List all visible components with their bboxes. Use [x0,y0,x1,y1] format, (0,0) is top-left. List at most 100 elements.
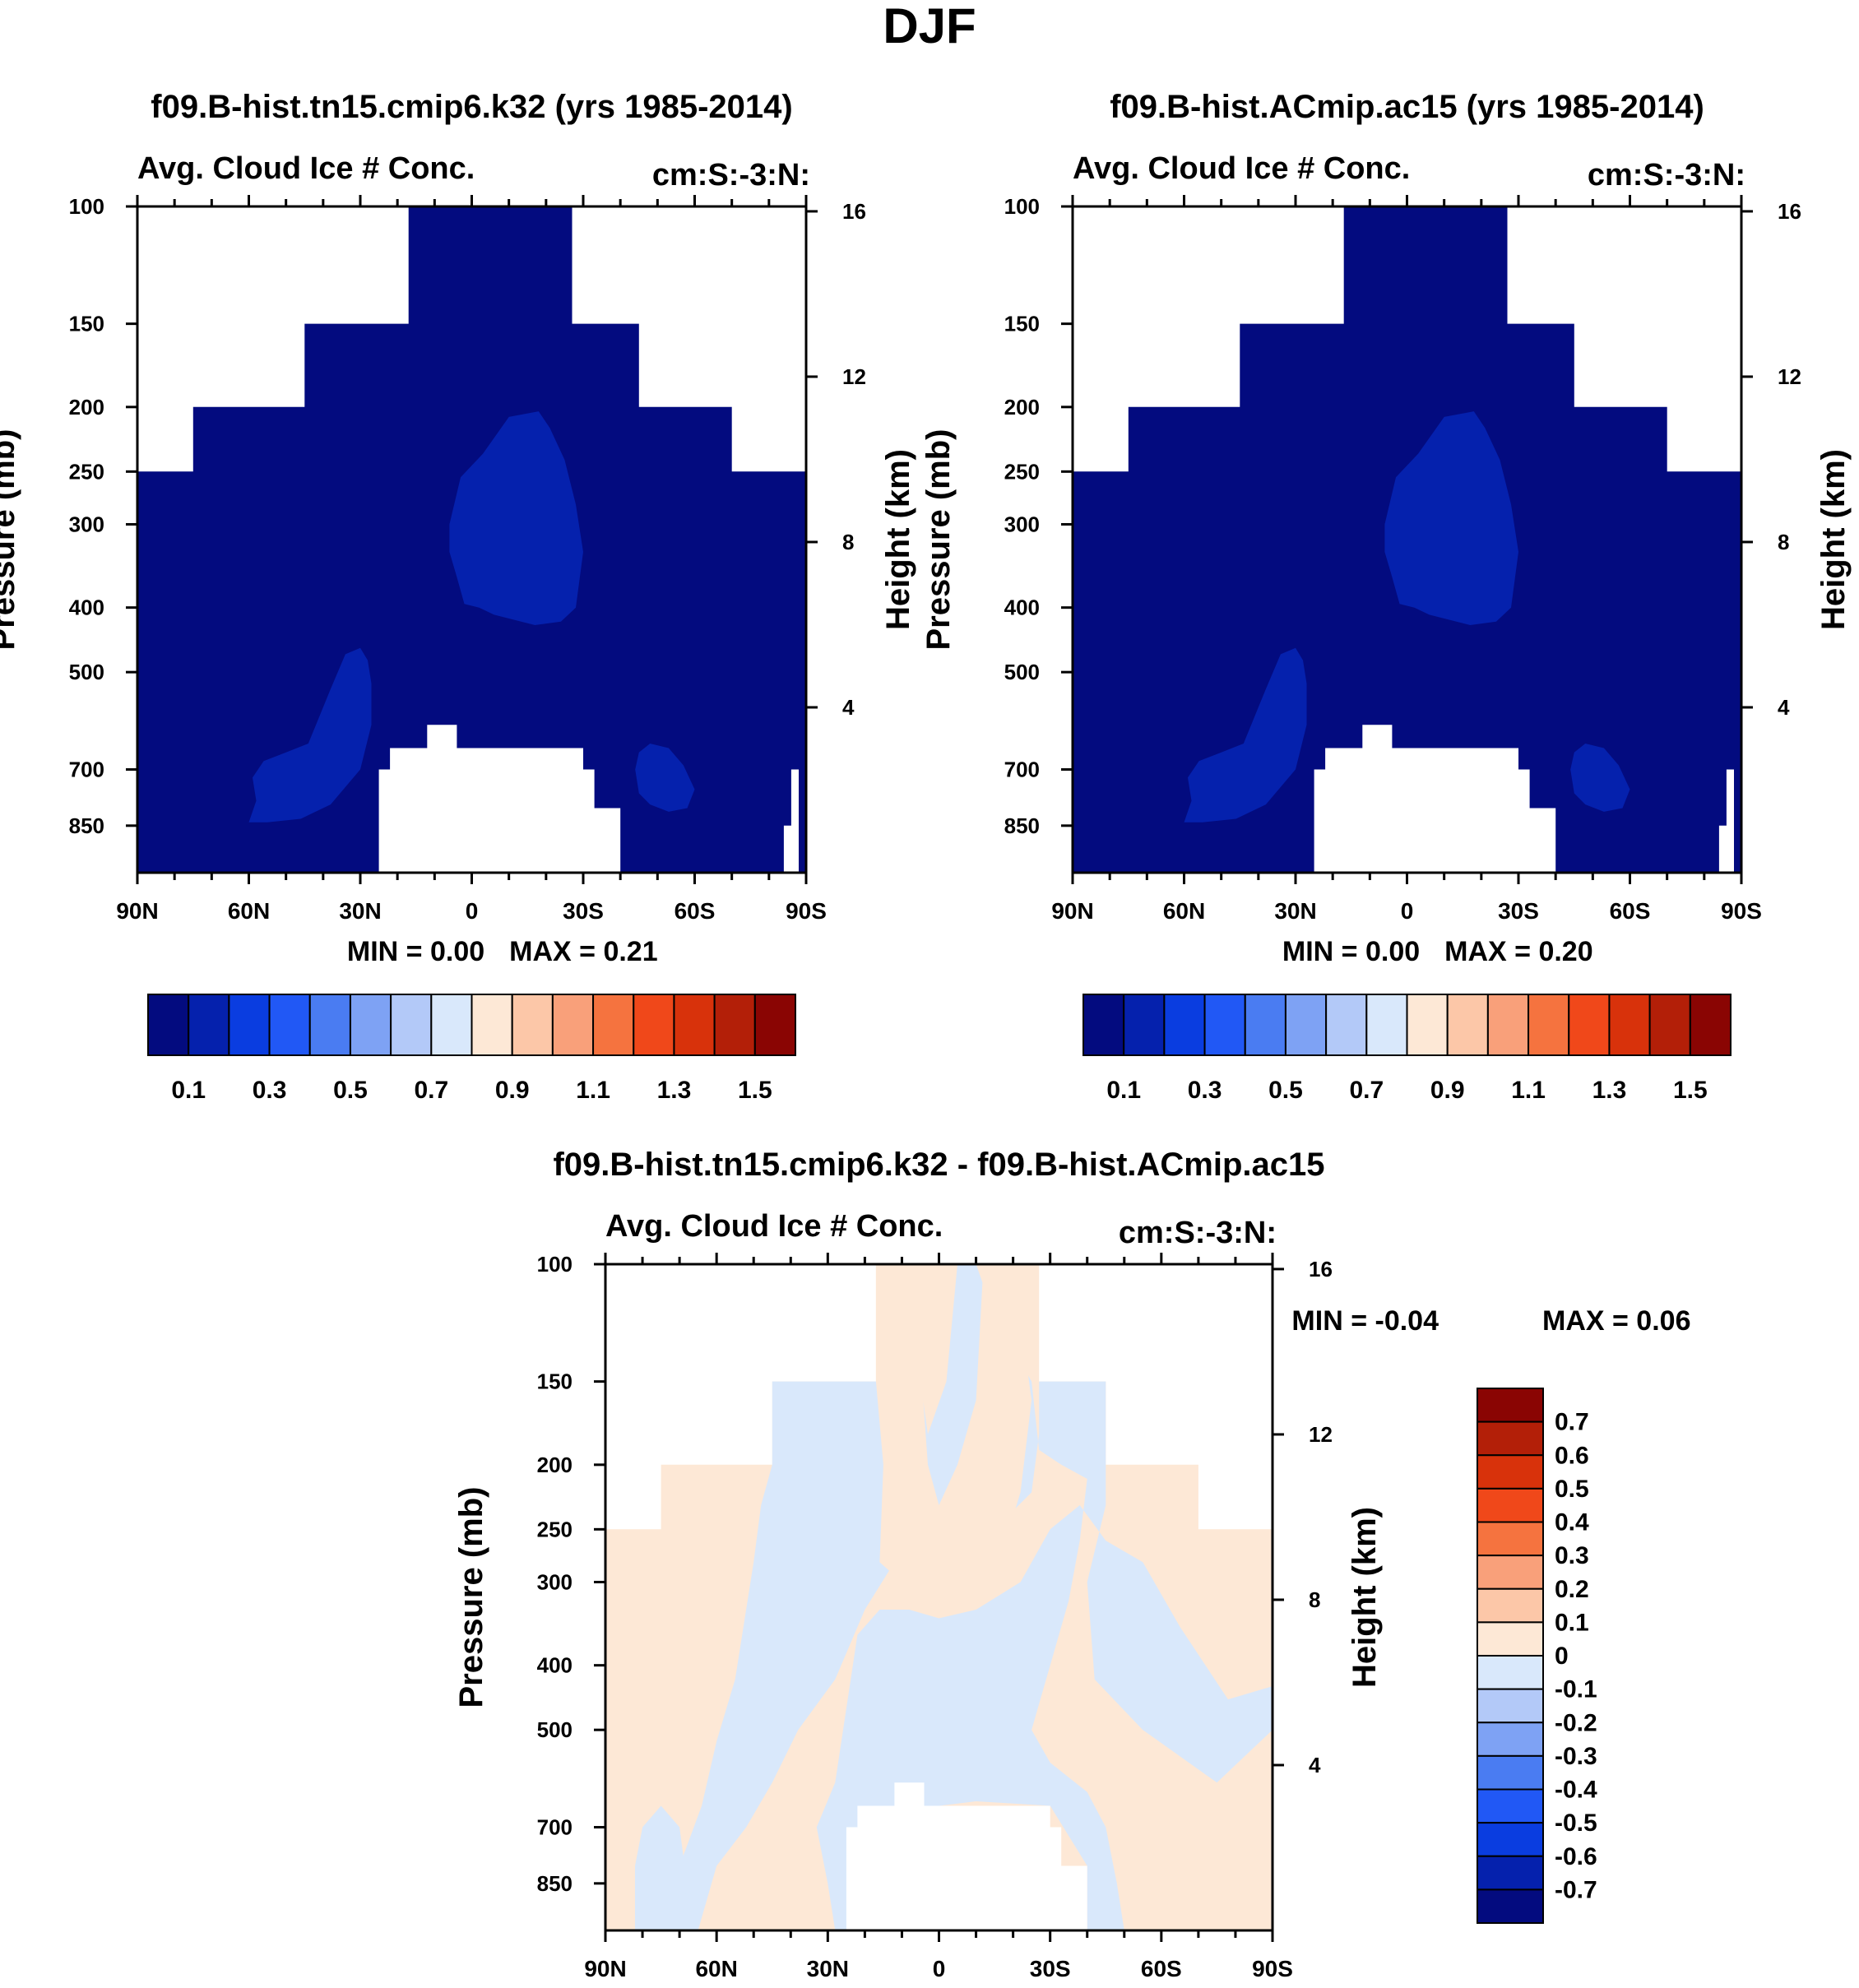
field-level-2-tropics [1384,411,1518,625]
x-tick-label: 0 [1401,898,1414,924]
colorbar-label: -0.4 [1555,1777,1597,1804]
colorbar-label: 1.3 [657,1077,692,1104]
colorbar-label: 1.1 [1511,1077,1546,1104]
y-tick-label: 150 [1004,312,1040,336]
colorbar-swatch [1528,994,1570,1056]
panel-top-right: f09.B-hist.ACmip.ac15 (yrs 1985-2014) Avg… [920,89,1852,967]
colorbar-label: 0.2 [1555,1576,1589,1603]
x-tick-label: 90N [1051,898,1093,924]
colorbar-label: 1.5 [738,1077,772,1104]
x-tick-label: 60N [695,1956,737,1981]
colorbar-label: 0.9 [1430,1077,1465,1104]
colorbar-swatch [1477,1788,1544,1824]
x-tick-label: 0 [466,898,479,924]
y-axis-label: Pressure (mb) [0,429,21,651]
panel-bottom-diff: f09.B-hist.tn15.cmip6.k32 - f09.B-hist.A… [453,1147,1690,1981]
y-right-tick-label: 16 [1309,1257,1333,1281]
y-tick-label: 150 [537,1369,573,1394]
panel-left-label: Avg. Cloud Ice # Conc. [1073,151,1410,186]
max-label: MAX = 0.06 [1542,1305,1690,1337]
panel-top-left: f09.B-hist.tn15.cmip6.k32 (yrs 1985-2014… [0,89,916,967]
field-level-2-sh [635,744,695,812]
x-tick-label: 90S [786,898,827,924]
colorbar-label: 0.1 [171,1077,206,1104]
y-axis-label: Pressure (mb) [920,429,957,651]
colorbar-swatch [390,994,433,1056]
colorbar-swatch [673,994,716,1056]
colorbar-swatch [1365,994,1408,1056]
colorbar-label: 1.3 [1592,1077,1627,1104]
x-tick-label: 60N [228,898,270,924]
colorbar-swatch [1446,994,1489,1056]
field-mask-surface [378,725,621,873]
x-tick-label: 60S [1141,1956,1182,1981]
diff-positive-tropics [875,1264,1032,1583]
colorbar-label: 0.7 [1555,1409,1589,1436]
y-tick-label: 400 [1004,595,1040,620]
colorbar-swatch [147,994,190,1056]
x-tick-label: 30N [807,1956,849,1981]
x-tick-label: 90N [116,898,158,924]
y-tick-label: 100 [537,1252,573,1277]
y-tick-label: 850 [69,813,104,838]
colorbar-swatch [1477,1587,1544,1624]
min-label: MIN = 0.00 [347,936,484,967]
colorbar-swatch [1477,1754,1544,1791]
x-tick-label: 30S [1030,1956,1071,1981]
y-right-tick-label: 8 [842,530,854,554]
panel-left-label: Avg. Cloud Ice # Conc. [605,1209,943,1244]
y-right-tick-label: 4 [1309,1753,1321,1777]
y-tick-label: 300 [1004,512,1040,536]
colorbar-label: -0.1 [1555,1676,1597,1703]
y-tick-label: 400 [537,1653,573,1678]
colorbar-label: 0.1 [1106,1077,1141,1104]
panel-right-label: cm:S:-3:N: [1119,1216,1277,1250]
colorbar-swatch [1477,1621,1544,1657]
diff-negative-band [657,1264,1273,1930]
field-mask-polar [1718,769,1734,873]
x-tick-label: 0 [933,1956,946,1981]
colorbar-label: 0.5 [333,1077,368,1104]
y-tick-label: 300 [537,1569,573,1594]
suptitle: DJF [883,0,976,53]
colorbar-label: -0.2 [1555,1709,1597,1736]
y-right-tick-label: 12 [842,364,866,389]
colorbar-label: -0.7 [1555,1876,1597,1903]
y-right-tick-label: 12 [1309,1422,1333,1447]
y-right-axis-label: Height (km) [1815,449,1852,630]
x-tick-label: 30N [339,898,381,924]
colorbar-swatch [1203,994,1246,1056]
colorbar-swatch [1406,994,1449,1056]
colorbar-label: 0 [1555,1643,1569,1670]
y-right-tick-label: 8 [1309,1587,1320,1612]
colorbar-swatch [1244,994,1286,1056]
colorbar-swatch [1477,1487,1544,1523]
colorbar-swatch [1689,994,1732,1056]
colorbar-swatch [1477,1888,1544,1924]
y-tick-label: 200 [69,395,104,419]
y-tick-label: 100 [69,194,104,219]
colorbar-label: 0.6 [1555,1442,1589,1469]
colorbar-swatch [1486,994,1530,1056]
x-tick-label: 90N [584,1956,626,1981]
colorbar-label: 0.4 [1555,1509,1589,1536]
y-right-tick-label: 4 [1778,695,1790,720]
y-axis-label: Pressure (mb) [453,1487,489,1708]
colorbar-swatch [430,994,473,1056]
colorbar-swatch [1477,1420,1544,1457]
max-label: MAX = 0.21 [509,936,657,967]
y-tick-label: 200 [537,1453,573,1477]
colorbar-swatch [308,994,351,1056]
panel-right-label: cm:S:-3:N: [652,158,810,192]
x-tick-label: 60S [1610,898,1651,924]
colorbar-swatch [551,994,595,1056]
y-tick-label: 700 [69,758,104,782]
colorbar-label: -0.6 [1555,1843,1597,1870]
colorbar-swatch [511,994,554,1056]
y-tick-label: 500 [69,660,104,684]
colorbar-swatch [228,994,271,1056]
colorbar-label: 0.5 [1555,1476,1589,1503]
colorbar-swatch [1477,1722,1544,1757]
colorbar-top-right: 0.1 0.3 0.5 0.7 0.9 1.1 1.3 1.5 [1082,994,1732,1104]
colorbar-label: 0.3 [1555,1542,1589,1569]
